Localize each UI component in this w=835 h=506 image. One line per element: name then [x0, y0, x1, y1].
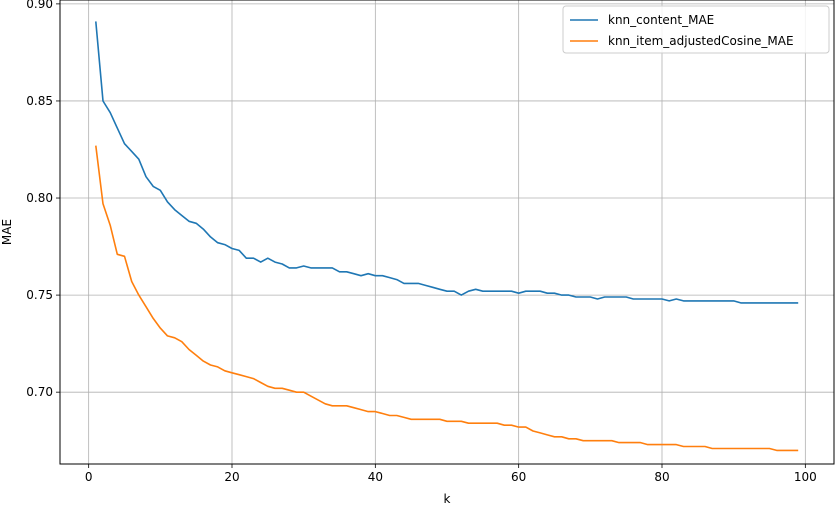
y-tick-label: 0.75: [26, 288, 53, 302]
x-tick-label: 100: [794, 470, 817, 484]
legend-label: knn_content_MAE: [608, 13, 714, 27]
y-axis-label: MAE: [0, 219, 14, 245]
series-line-knn_content_MAE: [95, 21, 799, 304]
x-tick-label: 80: [654, 470, 669, 484]
y-tick-label: 0.90: [26, 0, 53, 11]
series-line-knn_item_adjustedCosine_MAE: [95, 145, 799, 452]
legend: knn_content_MAE knn_item_adjustedCosine_M…: [562, 5, 830, 54]
series-lines: [95, 21, 799, 452]
legend-label: knn_item_adjustedCosine_MAE: [608, 34, 794, 48]
x-tick-label: 20: [224, 470, 239, 484]
x-tick-label: 60: [511, 470, 526, 484]
axis-ticks: 0 20 40 60 80 100 0.70 0.75 0.80 0.85 0.90: [26, 0, 817, 484]
y-tick-label: 0.70: [26, 385, 53, 399]
x-tick-label: 40: [368, 470, 383, 484]
y-tick-label: 0.85: [26, 94, 53, 108]
y-tick-label: 0.80: [26, 191, 53, 205]
plot-frame: [59, 0, 835, 465]
legend-box: [562, 5, 830, 54]
x-axis-label: k: [444, 492, 451, 506]
x-tick-label: 0: [85, 470, 93, 484]
grid-lines: [60, 0, 834, 464]
